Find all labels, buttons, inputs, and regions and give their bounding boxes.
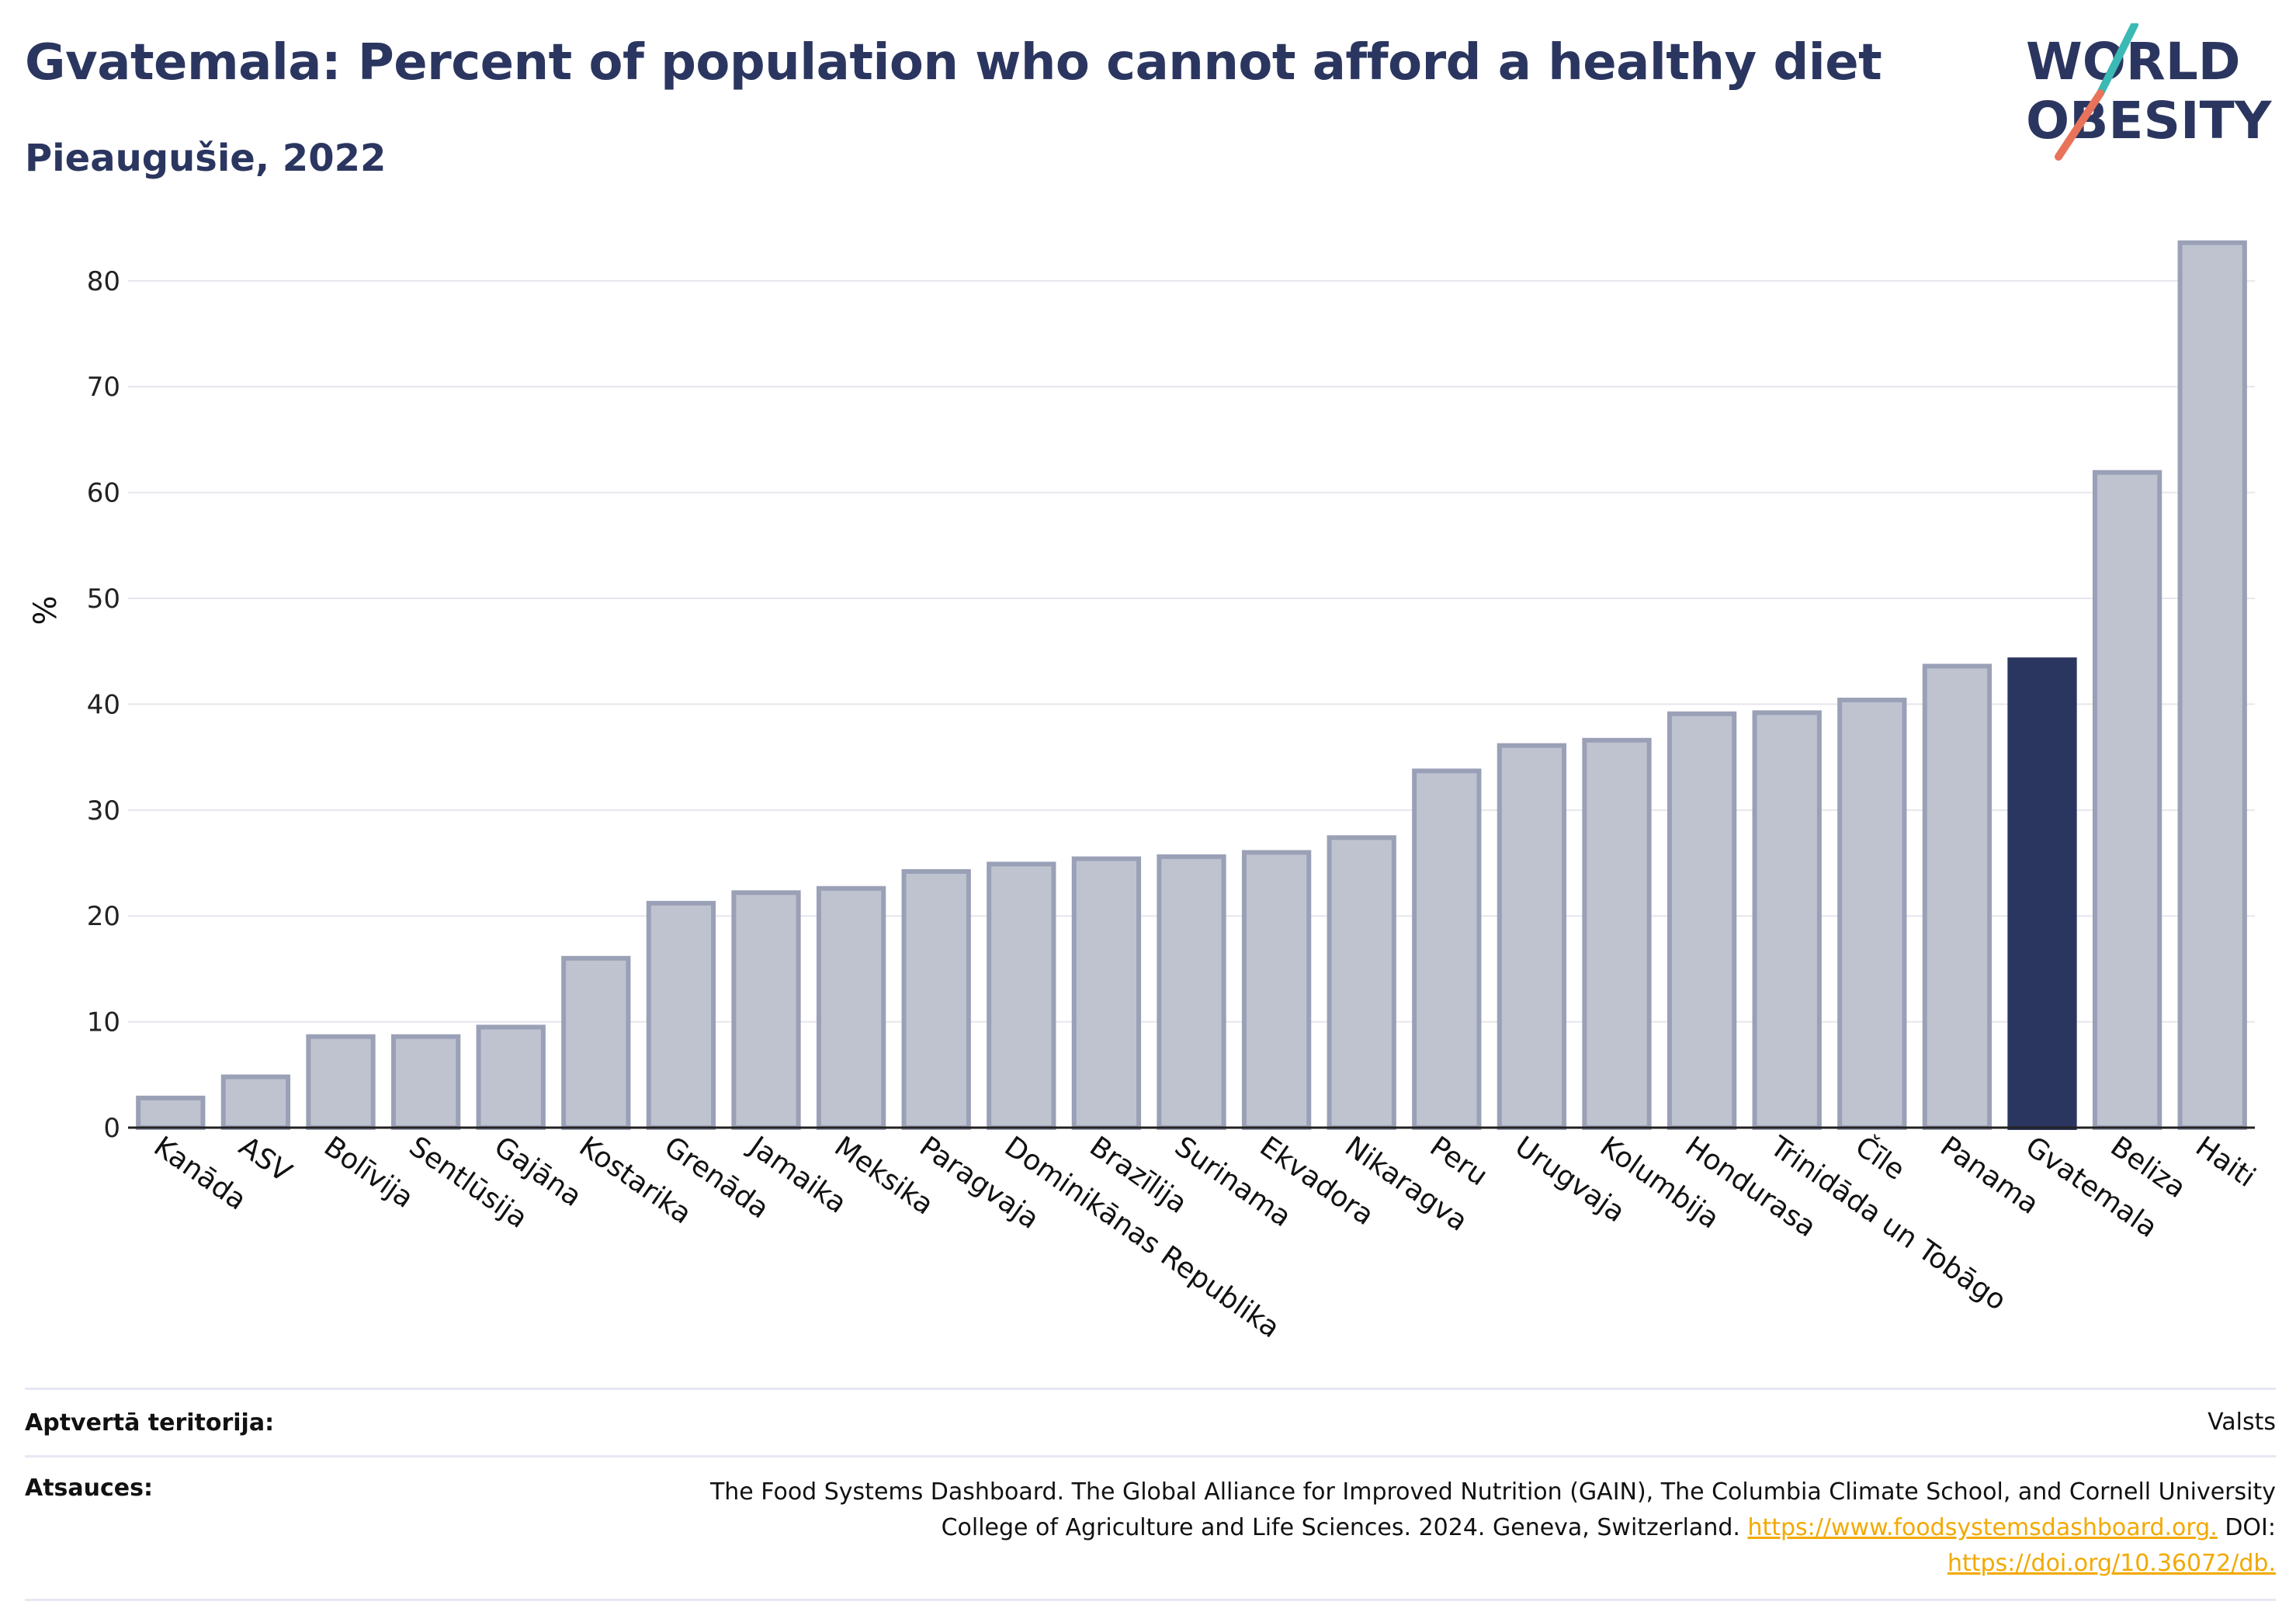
grid-lines [128,279,2255,1023]
bar[interactable] [476,1024,546,1131]
y-tick-label: 70 [87,372,120,403]
y-tick-label: 50 [87,584,120,615]
sources-line3: https://doi.org/10.36072/db. [710,1546,2276,1582]
foodsystems-link[interactable]: https://www.foodsystemsdashboard.org. [1747,1514,2218,1541]
sources-line2-text: College of Agriculture and Life Sciences… [941,1514,1740,1541]
doi-label: DOI: [2225,1514,2276,1541]
sources-row: Atsauces: The Food Systems Dashboard. Th… [25,1455,2276,1601]
sources-text: The Food Systems Dashboard. The Global A… [710,1475,2276,1582]
bar[interactable] [136,1095,206,1131]
bar[interactable] [901,868,971,1131]
y-axis-title: % [28,595,64,625]
territory-label: Aptvertā teritorija: [25,1409,275,1437]
x-category-label: Kanāda [148,1131,252,1217]
bar[interactable] [1412,768,1482,1130]
y-tick-label: 0 [103,1113,120,1144]
chart-footer: Aptvertā teritorija: Valsts Atsauces: Th… [25,1388,2276,1601]
y-tick-label: 10 [87,1007,120,1038]
logo-line1: WORLD [2026,32,2241,92]
bar[interactable] [987,861,1056,1131]
bar[interactable] [1327,835,1396,1130]
x-category-label: Peru [1424,1131,1493,1193]
bar[interactable] [2177,240,2247,1131]
sources-line1: The Food Systems Dashboard. The Global A… [709,1478,2276,1506]
sources-label: Atsauces: [25,1475,153,1502]
bar[interactable] [1497,743,1567,1130]
bar[interactable] [1922,664,1993,1130]
bars [136,240,2247,1131]
chart-subtitle: Pieaugušie, 2022 [25,137,387,180]
bar[interactable] [1241,850,1312,1130]
bar[interactable] [390,1034,461,1130]
x-category-label: Bolīvija [318,1131,419,1215]
bar[interactable] [1752,710,1822,1130]
bar[interactable] [220,1074,291,1131]
y-tick-label: 30 [87,795,120,827]
bar-highlight[interactable] [2007,657,2077,1130]
bar[interactable] [561,955,631,1131]
bar[interactable] [1837,697,1907,1130]
bar[interactable] [1157,854,1226,1130]
bar[interactable] [1582,737,1652,1130]
y-axis-ticks: 0 10 20 30 40 50 60 70 80 [87,266,120,1144]
bar[interactable] [646,900,716,1130]
x-category-label: Čīle [1850,1130,1911,1187]
y-tick-label: 20 [87,901,120,932]
territory-value: Valsts [2208,1409,2276,1436]
logo-slash-bottom [2055,89,2104,161]
doi-link[interactable]: https://doi.org/10.36072/db. [1947,1550,2276,1577]
territory-row: Aptvertā teritorija: Valsts [25,1388,2276,1455]
chart-title: Gvatemala: Percent of population who can… [25,34,1882,92]
logo-slash-top [2097,23,2138,97]
bar[interactable] [731,890,801,1130]
sources-line2: College of Agriculture and Life Sciences… [710,1510,2276,1546]
x-category-label: ASV [233,1131,297,1189]
bar[interactable] [306,1034,376,1130]
logo-line2: OBESITY [2026,91,2273,151]
bar[interactable] [1667,711,1737,1130]
bar[interactable] [2092,470,2162,1131]
y-tick-label: 40 [87,689,120,720]
y-tick-label: 60 [87,478,120,509]
bar[interactable] [816,886,886,1130]
y-tick-label: 80 [87,266,120,297]
bar[interactable] [1071,856,1142,1130]
x-category-label: Haiti [2190,1131,2261,1194]
world-obesity-logo: WORLD OBESITY [2026,23,2273,161]
